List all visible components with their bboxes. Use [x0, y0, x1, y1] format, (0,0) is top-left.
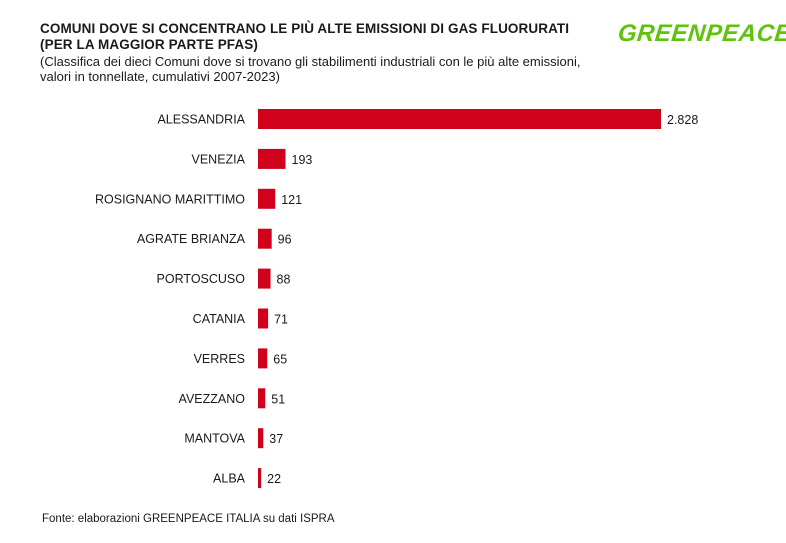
category-label: MANTOVA [184, 432, 245, 446]
bar [258, 388, 266, 409]
bar [258, 268, 271, 289]
value-label: 71 [274, 313, 288, 327]
category-label: ROSIGNANO MARITTIMO [95, 192, 245, 206]
category-label: ALESSANDRIA [157, 113, 245, 127]
value-label: 2.828 [667, 113, 698, 127]
bar [258, 348, 268, 369]
value-label: 96 [278, 233, 292, 247]
bar [258, 228, 272, 249]
source-note: Fonte: elaborazioni GREENPEACE ITALIA su… [42, 513, 335, 525]
bar [258, 428, 264, 449]
bar [258, 148, 286, 169]
bar [258, 308, 269, 329]
category-label: AGRATE BRIANZA [137, 232, 246, 246]
bar [258, 188, 276, 209]
value-label: 88 [277, 273, 291, 287]
category-label: PORTOSCUSO [157, 272, 246, 286]
value-label: 51 [271, 392, 285, 406]
category-label: VENEZIA [192, 152, 246, 166]
category-label: ALBA [213, 472, 246, 486]
value-label: 22 [267, 472, 281, 486]
value-label: 121 [281, 193, 302, 207]
value-label: 37 [269, 432, 283, 446]
category-label: VERRES [194, 352, 245, 366]
bar [258, 109, 661, 129]
value-label: 193 [292, 153, 313, 167]
bar [258, 468, 262, 489]
chart-subtitle: (Classifica dei dieci Comuni dove si tro… [40, 54, 581, 84]
category-label: CATANIA [193, 312, 246, 326]
value-label: 65 [273, 352, 287, 366]
chart-title: COMUNI DOVE SI CONCENTRANO LE PIÙ ALTE E… [40, 21, 570, 52]
category-label: AVEZZANO [179, 392, 246, 406]
